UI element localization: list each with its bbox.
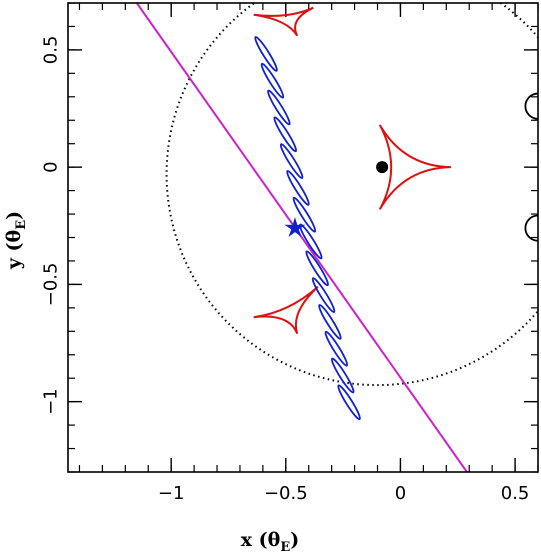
image-loop (305, 250, 329, 287)
caustic-central (378, 124, 451, 210)
x-tick-label: −1 (158, 483, 185, 504)
x-axis-label: x (θE) (241, 529, 300, 555)
image-loop (337, 384, 361, 421)
image-loop (324, 330, 349, 367)
y-tick-labels: −1 −0.5 0 0.5 (40, 36, 61, 415)
image-loop (254, 36, 278, 72)
edge-critical-arcs (524, 92, 538, 242)
einstein-ring-circle (165, 3, 538, 387)
image-loop (330, 357, 355, 394)
image-loop (292, 196, 317, 233)
y-axis-label-subscript: E (14, 220, 29, 230)
image-loop (267, 89, 291, 126)
image-loop (260, 62, 285, 99)
y-tick-label: 0.5 (40, 36, 61, 65)
y-axis-label: y (θE) (3, 211, 29, 270)
source-star-marker (284, 217, 306, 238)
edge-arc (524, 92, 538, 120)
edge-arc (524, 214, 538, 242)
lens-position-dot (376, 161, 389, 174)
caustic-lower (253, 285, 319, 335)
x-tick-label: 0.5 (501, 483, 530, 504)
plot-frame (67, 2, 539, 473)
source-trajectory-line (135, 3, 468, 472)
y-tick-label: −1 (40, 388, 61, 415)
plot-area (135, 3, 538, 472)
image-loop (273, 116, 297, 153)
y-tick-label: 0 (40, 161, 61, 172)
x-tick-labels: −1 −0.5 0 0.5 (158, 483, 529, 504)
image-track-loops (254, 36, 361, 421)
x-axis-label-subscript: E (280, 540, 290, 555)
caustic-curves (253, 6, 451, 335)
caustic-upper (253, 6, 314, 37)
x-tick-label: 0 (395, 483, 406, 504)
major-ticks (68, 3, 538, 472)
image-loop (286, 170, 310, 206)
image-loop (318, 304, 342, 340)
image-loop (299, 223, 323, 260)
x-tick-label: −0.5 (264, 483, 308, 504)
image-loop (311, 277, 336, 313)
y-tick-label: −0.5 (40, 263, 61, 307)
image-loop (279, 143, 304, 179)
